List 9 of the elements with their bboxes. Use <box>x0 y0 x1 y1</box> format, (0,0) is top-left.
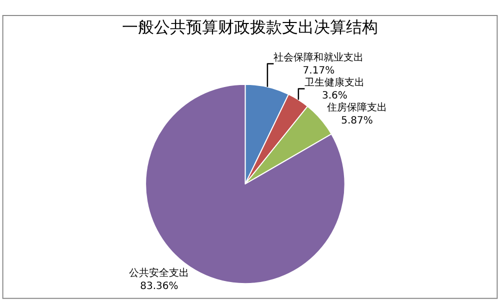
slice-label: 公共安全支出 <box>129 267 190 280</box>
data-label: 5.87% <box>341 115 373 126</box>
chart-title: 一般公共预算财政拨款支出决算结构 <box>122 17 378 36</box>
slice-label: 卫生健康支出 <box>304 76 365 88</box>
data-label: 83.36% <box>140 281 178 292</box>
slice-label: 社会保障和就业支出 <box>274 51 364 64</box>
data-label: 3.6% <box>322 90 348 102</box>
slice-label: 住房保障支出 <box>327 101 388 114</box>
data-label: 7.17% <box>302 65 335 76</box>
